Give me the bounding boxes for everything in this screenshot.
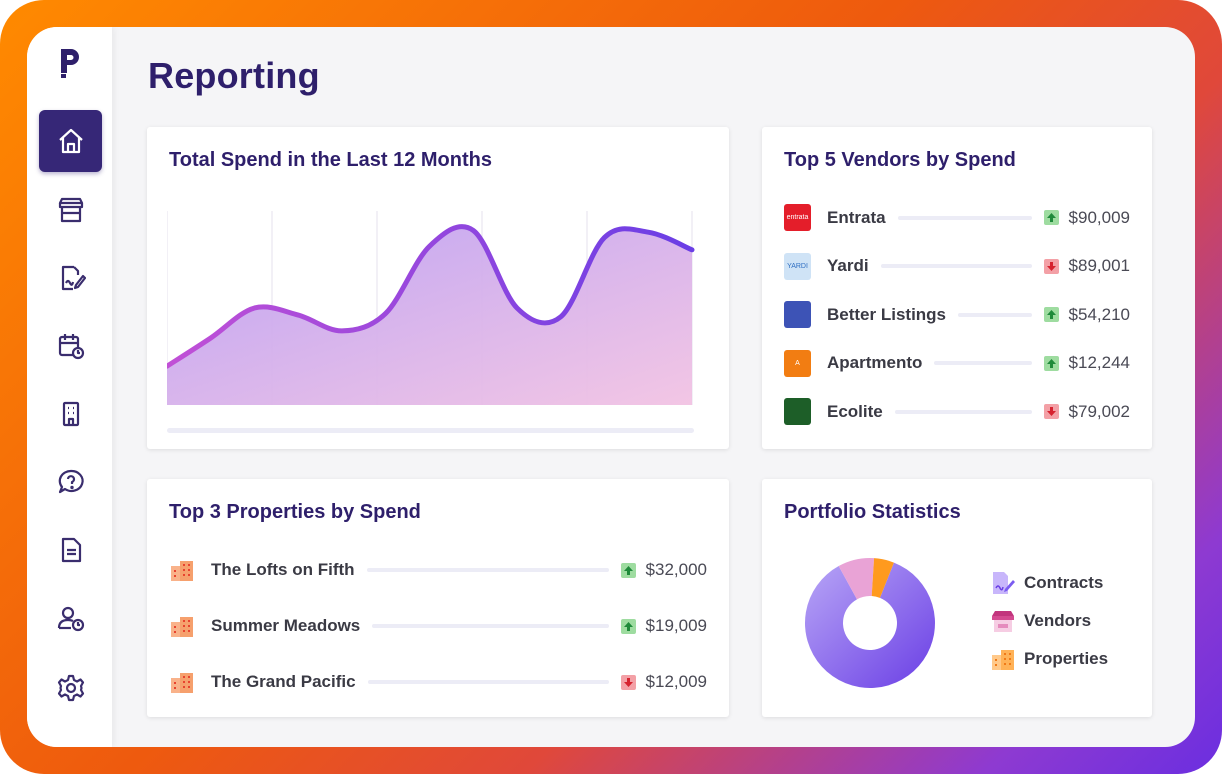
- building-icon: [171, 561, 193, 581]
- legend-label: Properties: [1024, 649, 1109, 668]
- vendor-logo-text: YARDI: [787, 262, 808, 270]
- vendor-bar-track: [958, 312, 1032, 317]
- building-icon: [171, 617, 193, 637]
- trend-up-icon: [1043, 355, 1059, 371]
- contract-icon: [993, 572, 1015, 594]
- page-title: Reporting: [148, 55, 320, 96]
- property-spend-value: $19,009: [645, 616, 707, 635]
- donut-slice-properties[interactable]: [871, 558, 894, 598]
- portfolio-card-title: Portfolio Statistics: [784, 501, 961, 523]
- vendor-logo: [784, 301, 811, 328]
- vendor-spend-value: $90,009: [1068, 207, 1130, 227]
- contract-icon: [61, 265, 86, 291]
- store-icon: [992, 611, 1014, 632]
- vendor-spend-value: $79,002: [1068, 401, 1130, 421]
- sidebar-item-vendors[interactable]: [39, 179, 102, 241]
- vendor-spend-value: $89,001: [1068, 256, 1130, 275]
- properties-card-title: Top 3 Properties by Spend: [169, 501, 421, 523]
- sidebar-item-schedule[interactable]: [39, 315, 102, 377]
- calendar-clock-icon: [58, 334, 84, 360]
- sidebar: [27, 27, 112, 747]
- property-row[interactable]: Summer Meadows $19,009: [169, 613, 707, 639]
- legend-label: Vendors: [1024, 611, 1092, 630]
- vendor-name: Ecolite: [827, 401, 883, 421]
- legend-label: Contracts: [1024, 573, 1104, 592]
- sidebar-item-contracts[interactable]: [39, 247, 102, 309]
- building-icon: [992, 650, 1014, 670]
- app-window: Reporting Total Spend in the Last 12 Mon…: [27, 27, 1195, 747]
- vendor-name: Better Listings: [827, 304, 947, 324]
- home-icon: [58, 128, 83, 154]
- legend-vendors: Vendors: [990, 608, 1091, 634]
- legend-properties: Properties: [990, 646, 1108, 672]
- vendor-bar-track: [897, 215, 1032, 220]
- property-spend-value: $32,000: [645, 560, 707, 579]
- vendor-name: Apartmento: [827, 353, 923, 372]
- vendor-logo-text: A: [795, 359, 800, 367]
- donut-slice-contracts[interactable]: [805, 562, 935, 688]
- vendor-logo: A: [784, 349, 811, 377]
- vendor-spend-value: $12,244: [1068, 353, 1130, 372]
- trend-up-icon: [620, 562, 636, 578]
- spend-area-fill: [167, 226, 692, 405]
- property-name: The Lofts on Fifth: [211, 560, 355, 579]
- property-bar-track: [372, 624, 609, 628]
- spend-card-title: Total Spend in the Last 12 Months: [169, 149, 492, 171]
- vendor-row[interactable]: Ecolite $79,002: [784, 398, 1130, 425]
- vendor-spend-value: $54,210: [1068, 304, 1130, 324]
- property-row[interactable]: The Grand Pacific $12,009: [169, 669, 707, 695]
- sidebar-item-properties[interactable]: [39, 383, 102, 445]
- property-name: The Grand Pacific: [211, 672, 356, 691]
- vendor-logo: [784, 398, 811, 425]
- spend-line: [167, 224, 695, 369]
- help-chat-icon: [58, 469, 84, 494]
- vendor-logo-text: entrata: [786, 214, 809, 221]
- sidebar-item-documents[interactable]: [39, 519, 102, 581]
- trend-down-icon: [1043, 404, 1059, 419]
- vendor-name: Entrata: [827, 207, 886, 227]
- vendor-row[interactable]: A Apartmento $12,244: [784, 349, 1130, 377]
- spend-card: Total Spend in the Last 12 Months: [147, 127, 729, 449]
- vendor-bar-track: [934, 361, 1032, 365]
- property-name: Summer Meadows: [211, 616, 361, 635]
- vendor-row[interactable]: YARDI Yardi $89,001: [784, 252, 1130, 280]
- building-icon: [62, 401, 79, 427]
- properties-card: Top 3 Properties by Spend The Lofts on F…: [147, 479, 729, 717]
- vendors-card: Top 5 Vendors by Spend entrata Entrata $90…: [762, 127, 1152, 449]
- vendors-card-title: Top 5 Vendors by Spend: [784, 149, 1016, 171]
- gear-icon: [57, 674, 84, 702]
- vendor-bar-track: [880, 264, 1032, 268]
- app-logo[interactable]: [58, 47, 82, 79]
- vendor-row[interactable]: entrata Entrata $90,009: [784, 204, 1130, 231]
- sidebar-item-users[interactable]: [39, 587, 102, 649]
- spend-area-chart: [167, 211, 695, 433]
- donut-slice-vendors[interactable]: [838, 558, 875, 600]
- legend-contracts: Contracts: [990, 570, 1103, 596]
- trend-up-icon: [1043, 210, 1059, 225]
- vendor-bar-track: [894, 409, 1032, 414]
- vendor-name: Yardi: [827, 256, 869, 275]
- document-icon: [61, 537, 81, 563]
- chart-scrollbar[interactable]: [167, 428, 694, 433]
- sidebar-item-home[interactable]: [39, 110, 102, 172]
- vendor-logo: YARDI: [784, 252, 811, 280]
- trend-up-icon: [620, 618, 636, 634]
- trend-down-icon: [620, 674, 636, 690]
- user-clock-icon: [57, 606, 84, 632]
- property-spend-value: $12,009: [645, 672, 707, 691]
- sidebar-item-help[interactable]: [39, 451, 102, 513]
- property-bar-track: [366, 568, 609, 572]
- building-icon: [171, 673, 193, 693]
- portfolio-card: Portfolio Statistics Contracts Vendors: [762, 479, 1152, 717]
- property-bar-track: [367, 680, 609, 684]
- vendor-row[interactable]: Better Listings $54,210: [784, 301, 1130, 328]
- trend-down-icon: [1043, 258, 1059, 274]
- trend-up-icon: [1043, 307, 1059, 322]
- sidebar-item-settings[interactable]: [39, 657, 102, 719]
- portfolio-donut-chart: [805, 558, 935, 688]
- vendor-logo: entrata: [784, 204, 811, 231]
- store-icon: [58, 197, 83, 223]
- property-row[interactable]: The Lofts on Fifth $32,000: [169, 557, 707, 583]
